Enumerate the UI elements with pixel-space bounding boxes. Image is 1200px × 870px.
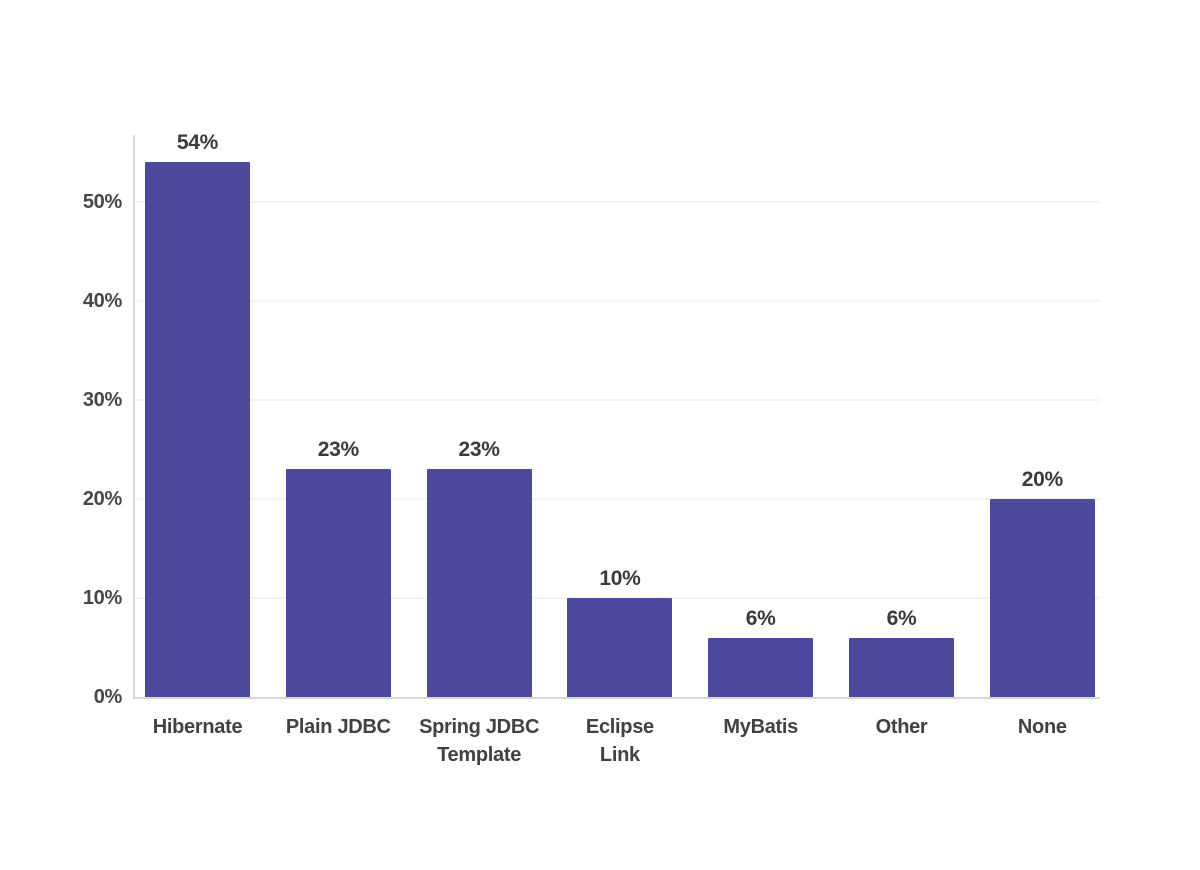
bar	[426, 469, 532, 697]
category-label: MyBatis	[723, 716, 798, 738]
bar	[849, 637, 954, 697]
bar-value-label: 10%	[599, 567, 641, 590]
y-tick-label: 10%	[82, 587, 122, 609]
bar	[145, 162, 250, 697]
bar-value-label: 54%	[176, 131, 219, 155]
bar	[567, 598, 673, 697]
category-label: Other	[875, 716, 928, 738]
gridline	[135, 201, 1100, 203]
category-label: Eclipse Link	[585, 716, 654, 767]
bar	[708, 637, 814, 697]
y-tick-label: 40%	[82, 290, 122, 312]
gridline	[135, 300, 1100, 302]
bar-value-label: 23%	[458, 438, 500, 462]
gridline	[135, 498, 1100, 500]
bar-value-label: 20%	[1021, 468, 1063, 491]
y-tick-label: 50%	[82, 191, 122, 213]
y-axis-line	[133, 135, 135, 697]
y-tick-label: 30%	[82, 389, 122, 411]
category-label: Plain JDBC	[285, 716, 391, 738]
category-label: None	[1017, 716, 1067, 738]
category-label: Spring JDBC Template	[419, 716, 540, 767]
gridline	[135, 399, 1100, 401]
plot-area: 54% 23% 23% 10% 6% 6% 20% Hibernate Plain JDBC S…	[133, 131, 1100, 766]
category-label: Hibernate	[152, 716, 243, 738]
bar-value-label: 23%	[317, 438, 359, 462]
y-tick-label: 0%	[93, 686, 123, 708]
x-axis-line	[133, 697, 1100, 699]
bar-value-label: 6%	[886, 606, 917, 630]
bar	[285, 469, 391, 697]
bar	[989, 499, 1095, 697]
y-tick-label: 20%	[82, 488, 122, 510]
bar-value-label: 6%	[745, 606, 776, 630]
